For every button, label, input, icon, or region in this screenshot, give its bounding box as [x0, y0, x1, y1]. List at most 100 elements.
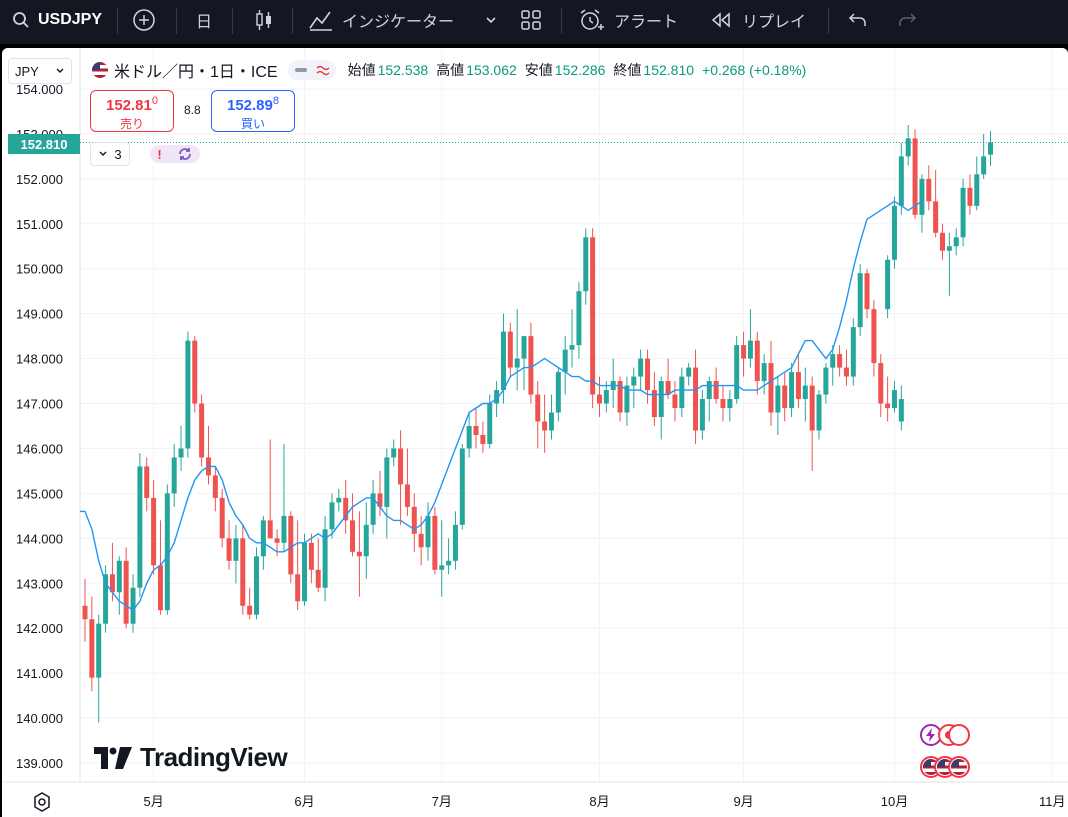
event-us-flag-icon[interactable]: [948, 756, 970, 778]
y-tick-label: 154.000: [16, 82, 63, 97]
undo-button[interactable]: [848, 0, 868, 40]
candle-body: [377, 493, 383, 507]
divider: [828, 8, 829, 34]
candle-body: [590, 237, 596, 395]
candle-body: [830, 354, 836, 368]
high-value: 153.062: [466, 62, 517, 78]
interval-label: 日: [196, 14, 213, 31]
candle-body: [398, 448, 404, 485]
candle-body: [247, 605, 253, 615]
candle-body: [837, 354, 843, 368]
compare-button[interactable]: [132, 0, 156, 40]
candle-body: [233, 538, 239, 561]
candle-body: [713, 381, 719, 400]
candle-body: [356, 551, 362, 557]
candle-body: [981, 156, 987, 175]
open-value: 152.538: [377, 62, 429, 78]
low-value: 152.286: [554, 62, 606, 78]
layout-button[interactable]: [520, 0, 542, 40]
symbol-search[interactable]: USDJPY: [12, 0, 102, 40]
candle-body: [404, 484, 410, 507]
candle-body: [171, 457, 177, 494]
spread-value: 8.8: [184, 103, 201, 117]
buy-label: 買い: [240, 117, 265, 131]
interval-button[interactable]: 日: [196, 0, 212, 40]
candle-body: [514, 358, 520, 368]
candle-body: [631, 376, 637, 386]
indicators-label: インジケーター: [342, 14, 455, 31]
candle-body: [891, 390, 897, 409]
buy-button[interactable]: 152.898 買い: [211, 90, 295, 132]
indicators-button[interactable]: インジケーター: [308, 0, 454, 40]
redo-button[interactable]: [897, 0, 917, 40]
candle-body: [494, 390, 500, 404]
candle-body: [96, 623, 102, 678]
tradingview-logo[interactable]: TradingView: [94, 742, 288, 773]
candle-body: [597, 394, 602, 404]
candle-body: [782, 385, 788, 409]
templates-dropdown[interactable]: [484, 0, 498, 40]
candle-body: [446, 560, 452, 566]
candle-body: [507, 331, 513, 368]
settings-button[interactable]: [32, 792, 52, 817]
candle-body: [212, 475, 218, 498]
candle-body: [699, 399, 705, 431]
indicators-collapse-button[interactable]: 3: [90, 142, 130, 166]
alert-button[interactable]: アラート: [578, 0, 678, 40]
event-dot-icon[interactable]: [948, 724, 970, 746]
chart-panel[interactable]: 139.000 140.000 141.000 142.000 143.000 144.0…: [2, 48, 1068, 817]
price-chart[interactable]: 139.000 140.000 141.000 142.000 143.000 144.0…: [2, 48, 1068, 817]
candle-body: [651, 390, 657, 418]
candle-body: [768, 363, 774, 413]
divider: [292, 8, 293, 34]
candle-body: [350, 520, 356, 552]
candle-body: [795, 372, 801, 400]
replay-button[interactable]: リプレイ: [710, 0, 806, 40]
legend-title[interactable]: 米ドル／円・1日・ICE: [114, 64, 278, 81]
candle-body: [940, 232, 945, 251]
candle-body: [727, 399, 733, 409]
candle-body: [500, 331, 506, 391]
candle-body: [521, 336, 527, 359]
candle-body: [988, 142, 994, 155]
status-badges[interactable]: !: [150, 145, 200, 163]
high-label: 高値: [436, 62, 465, 78]
candle-body: [871, 309, 877, 364]
candle-body: [816, 394, 822, 431]
candle-body: [933, 201, 939, 233]
redo-icon: [899, 13, 917, 26]
candle-body: [164, 493, 170, 611]
candle-body: [638, 358, 644, 377]
y-tick-label: 145.000: [16, 486, 63, 501]
candle-body: [329, 502, 335, 530]
candle-body: [603, 390, 609, 404]
top-toolbar: USDJPY 日 インジケーター アラート リプレイ: [0, 0, 1068, 44]
x-tick-label: 6月: [294, 794, 314, 809]
sell-price: 152.81: [105, 97, 152, 114]
warning-icon: !: [157, 146, 162, 162]
candle-body: [302, 542, 308, 602]
sell-button[interactable]: 152.810 売り: [90, 90, 174, 132]
candle-body: [885, 403, 891, 409]
lightning-icon: [926, 728, 935, 742]
y-tick-label: 150.000: [16, 262, 63, 277]
candle-body: [905, 138, 911, 157]
x-tick-label: 8月: [589, 794, 609, 809]
candle-body: [281, 515, 287, 543]
x-tick-label: 9月: [733, 794, 753, 809]
candle-body: [747, 340, 753, 359]
candle-body: [555, 372, 561, 413]
candle-body: [254, 556, 259, 615]
y-tick-label: 143.000: [16, 576, 63, 591]
candle-body: [562, 349, 568, 373]
y-tick-label: 148.000: [16, 352, 63, 367]
candle-body: [912, 138, 918, 215]
legend-controls[interactable]: [287, 60, 336, 80]
candle-body: [418, 533, 424, 548]
chart-type-button[interactable]: [252, 0, 276, 40]
divider: [117, 8, 118, 34]
candle-body: [137, 466, 143, 588]
currency-selector[interactable]: JPY: [8, 58, 72, 84]
candle-body: [926, 178, 932, 202]
candle-body: [754, 340, 760, 382]
